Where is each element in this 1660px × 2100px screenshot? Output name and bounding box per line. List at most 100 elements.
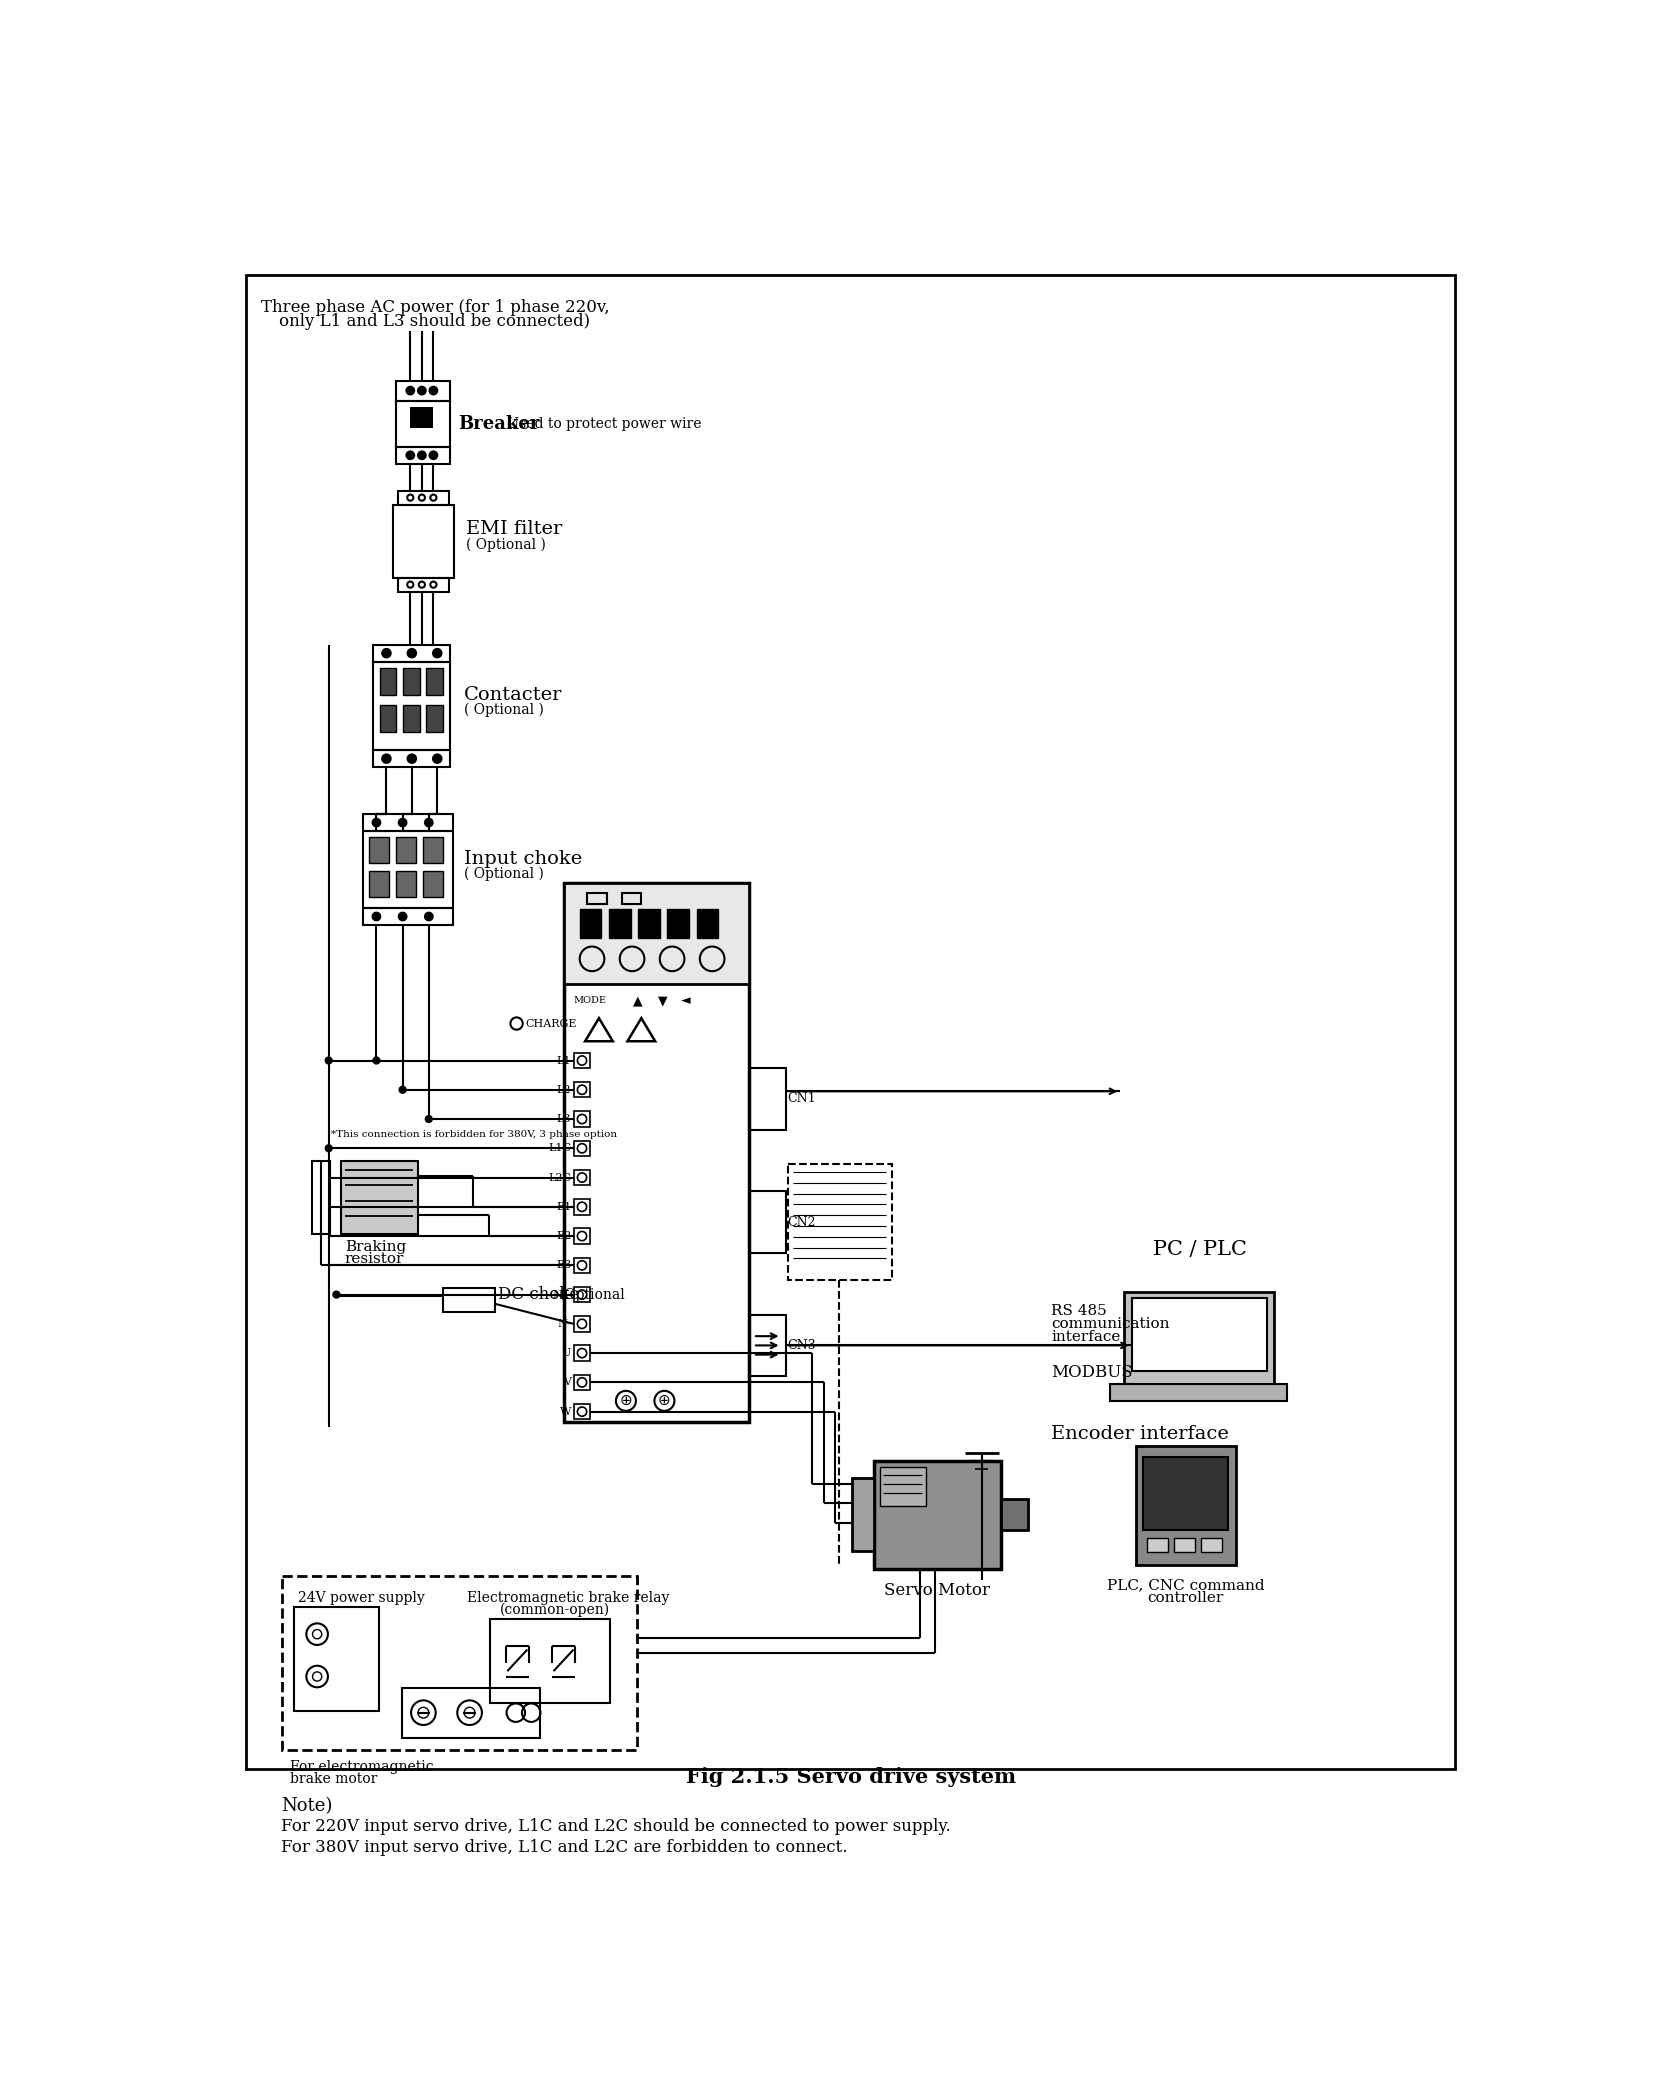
Circle shape [382, 649, 390, 657]
Circle shape [430, 386, 437, 395]
Bar [1132, 1298, 1267, 1371]
Bar [490, 1619, 609, 1703]
Bar [622, 892, 641, 905]
Bar [395, 872, 415, 897]
Text: Breaker: Breaker [458, 414, 540, 433]
Bar [574, 1170, 591, 1184]
Bar [398, 578, 448, 592]
Bar [294, 1606, 378, 1711]
Bar [362, 907, 453, 924]
Text: Input choke: Input choke [465, 850, 583, 867]
Bar [425, 668, 443, 695]
Text: Used to protect power wire: Used to protect power wire [503, 416, 701, 430]
Bar [362, 815, 453, 832]
Text: ⊕: ⊕ [657, 1392, 671, 1409]
Text: ( Optional ): ( Optional ) [466, 538, 546, 552]
Bar [362, 832, 453, 907]
Text: N-: N- [558, 1319, 571, 1329]
Bar [374, 662, 450, 750]
Text: MODE: MODE [574, 995, 606, 1006]
Bar [749, 1191, 787, 1254]
Circle shape [325, 1144, 332, 1151]
Bar [574, 1346, 591, 1361]
Text: Three phase AC power (for 1 phase 220v,: Three phase AC power (for 1 phase 220v, [261, 298, 609, 315]
Circle shape [418, 452, 425, 460]
Bar [374, 645, 450, 662]
Circle shape [430, 452, 437, 460]
Bar [574, 1376, 591, 1390]
Bar [579, 909, 601, 939]
Bar [1174, 1537, 1195, 1552]
Circle shape [325, 1058, 332, 1063]
Bar [873, 1462, 1001, 1569]
Bar [395, 838, 415, 863]
Circle shape [425, 819, 433, 827]
Bar [402, 1688, 541, 1739]
Circle shape [418, 386, 425, 395]
Text: B2: B2 [556, 1231, 571, 1241]
Text: L2C: L2C [548, 1172, 571, 1182]
Text: MODBUS: MODBUS [1051, 1363, 1132, 1382]
Text: EMI filter: EMI filter [466, 521, 563, 538]
Bar [397, 401, 450, 447]
Circle shape [372, 914, 380, 920]
Text: Fig 2.1.5 Servo drive system: Fig 2.1.5 Servo drive system [686, 1766, 1016, 1787]
Text: W: W [559, 1407, 571, 1418]
Text: PLC, CNC command: PLC, CNC command [1107, 1579, 1265, 1592]
Bar [574, 1052, 591, 1069]
Text: CN1: CN1 [787, 1092, 817, 1105]
Bar [403, 668, 420, 695]
Bar [1124, 1292, 1275, 1384]
Text: L3: L3 [556, 1113, 571, 1124]
Bar [880, 1468, 926, 1506]
Text: *This connection is forbidden for 380V, 3 phase option: *This connection is forbidden for 380V, … [330, 1130, 618, 1138]
Circle shape [407, 386, 413, 395]
Text: For 220V input servo drive, L1C and L2C should be connected to power supply.: For 220V input servo drive, L1C and L2C … [281, 1819, 951, 1835]
Circle shape [425, 1115, 432, 1121]
Circle shape [398, 819, 407, 827]
Text: ( Optional ): ( Optional ) [465, 867, 544, 882]
Text: L2: L2 [556, 1086, 571, 1094]
Text: (common-open): (common-open) [500, 1602, 609, 1617]
Bar [574, 1140, 591, 1155]
Text: Servo Motor: Servo Motor [885, 1581, 989, 1598]
Text: V: V [563, 1378, 571, 1388]
Text: only L1 and L3 should be connected): only L1 and L3 should be connected) [279, 313, 591, 330]
Text: B3: B3 [556, 1260, 571, 1270]
Text: Encoder interface: Encoder interface [1051, 1426, 1228, 1443]
Bar [574, 1228, 591, 1243]
Bar [1135, 1445, 1235, 1564]
Bar [574, 1111, 591, 1128]
Text: L1: L1 [556, 1056, 571, 1065]
Bar [397, 447, 450, 464]
Text: U: U [563, 1348, 571, 1359]
Bar [564, 884, 749, 1422]
Circle shape [408, 754, 417, 762]
Circle shape [334, 1292, 340, 1298]
Bar [425, 706, 443, 731]
Circle shape [400, 1086, 405, 1092]
Circle shape [382, 754, 390, 762]
Text: For electromagnetic: For electromagnetic [290, 1760, 433, 1774]
Bar [403, 706, 420, 731]
Circle shape [425, 914, 433, 920]
Bar [1147, 1537, 1169, 1552]
Circle shape [398, 914, 407, 920]
Text: ( Optional ): ( Optional ) [465, 704, 544, 718]
Text: (Optional: (Optional [559, 1287, 626, 1302]
Bar [423, 872, 443, 897]
Bar [1202, 1537, 1222, 1552]
Text: brake motor: brake motor [290, 1772, 377, 1785]
Bar [852, 1478, 873, 1552]
Bar [574, 1199, 591, 1214]
Bar [397, 382, 450, 401]
Bar [637, 909, 659, 939]
Bar [574, 1082, 591, 1098]
Text: Note): Note) [281, 1798, 332, 1814]
Bar [410, 407, 433, 428]
Bar [374, 750, 450, 766]
Text: Contacter: Contacter [465, 687, 563, 704]
Bar [340, 1161, 418, 1235]
Text: communication: communication [1051, 1317, 1169, 1331]
Text: Braking: Braking [345, 1239, 407, 1254]
